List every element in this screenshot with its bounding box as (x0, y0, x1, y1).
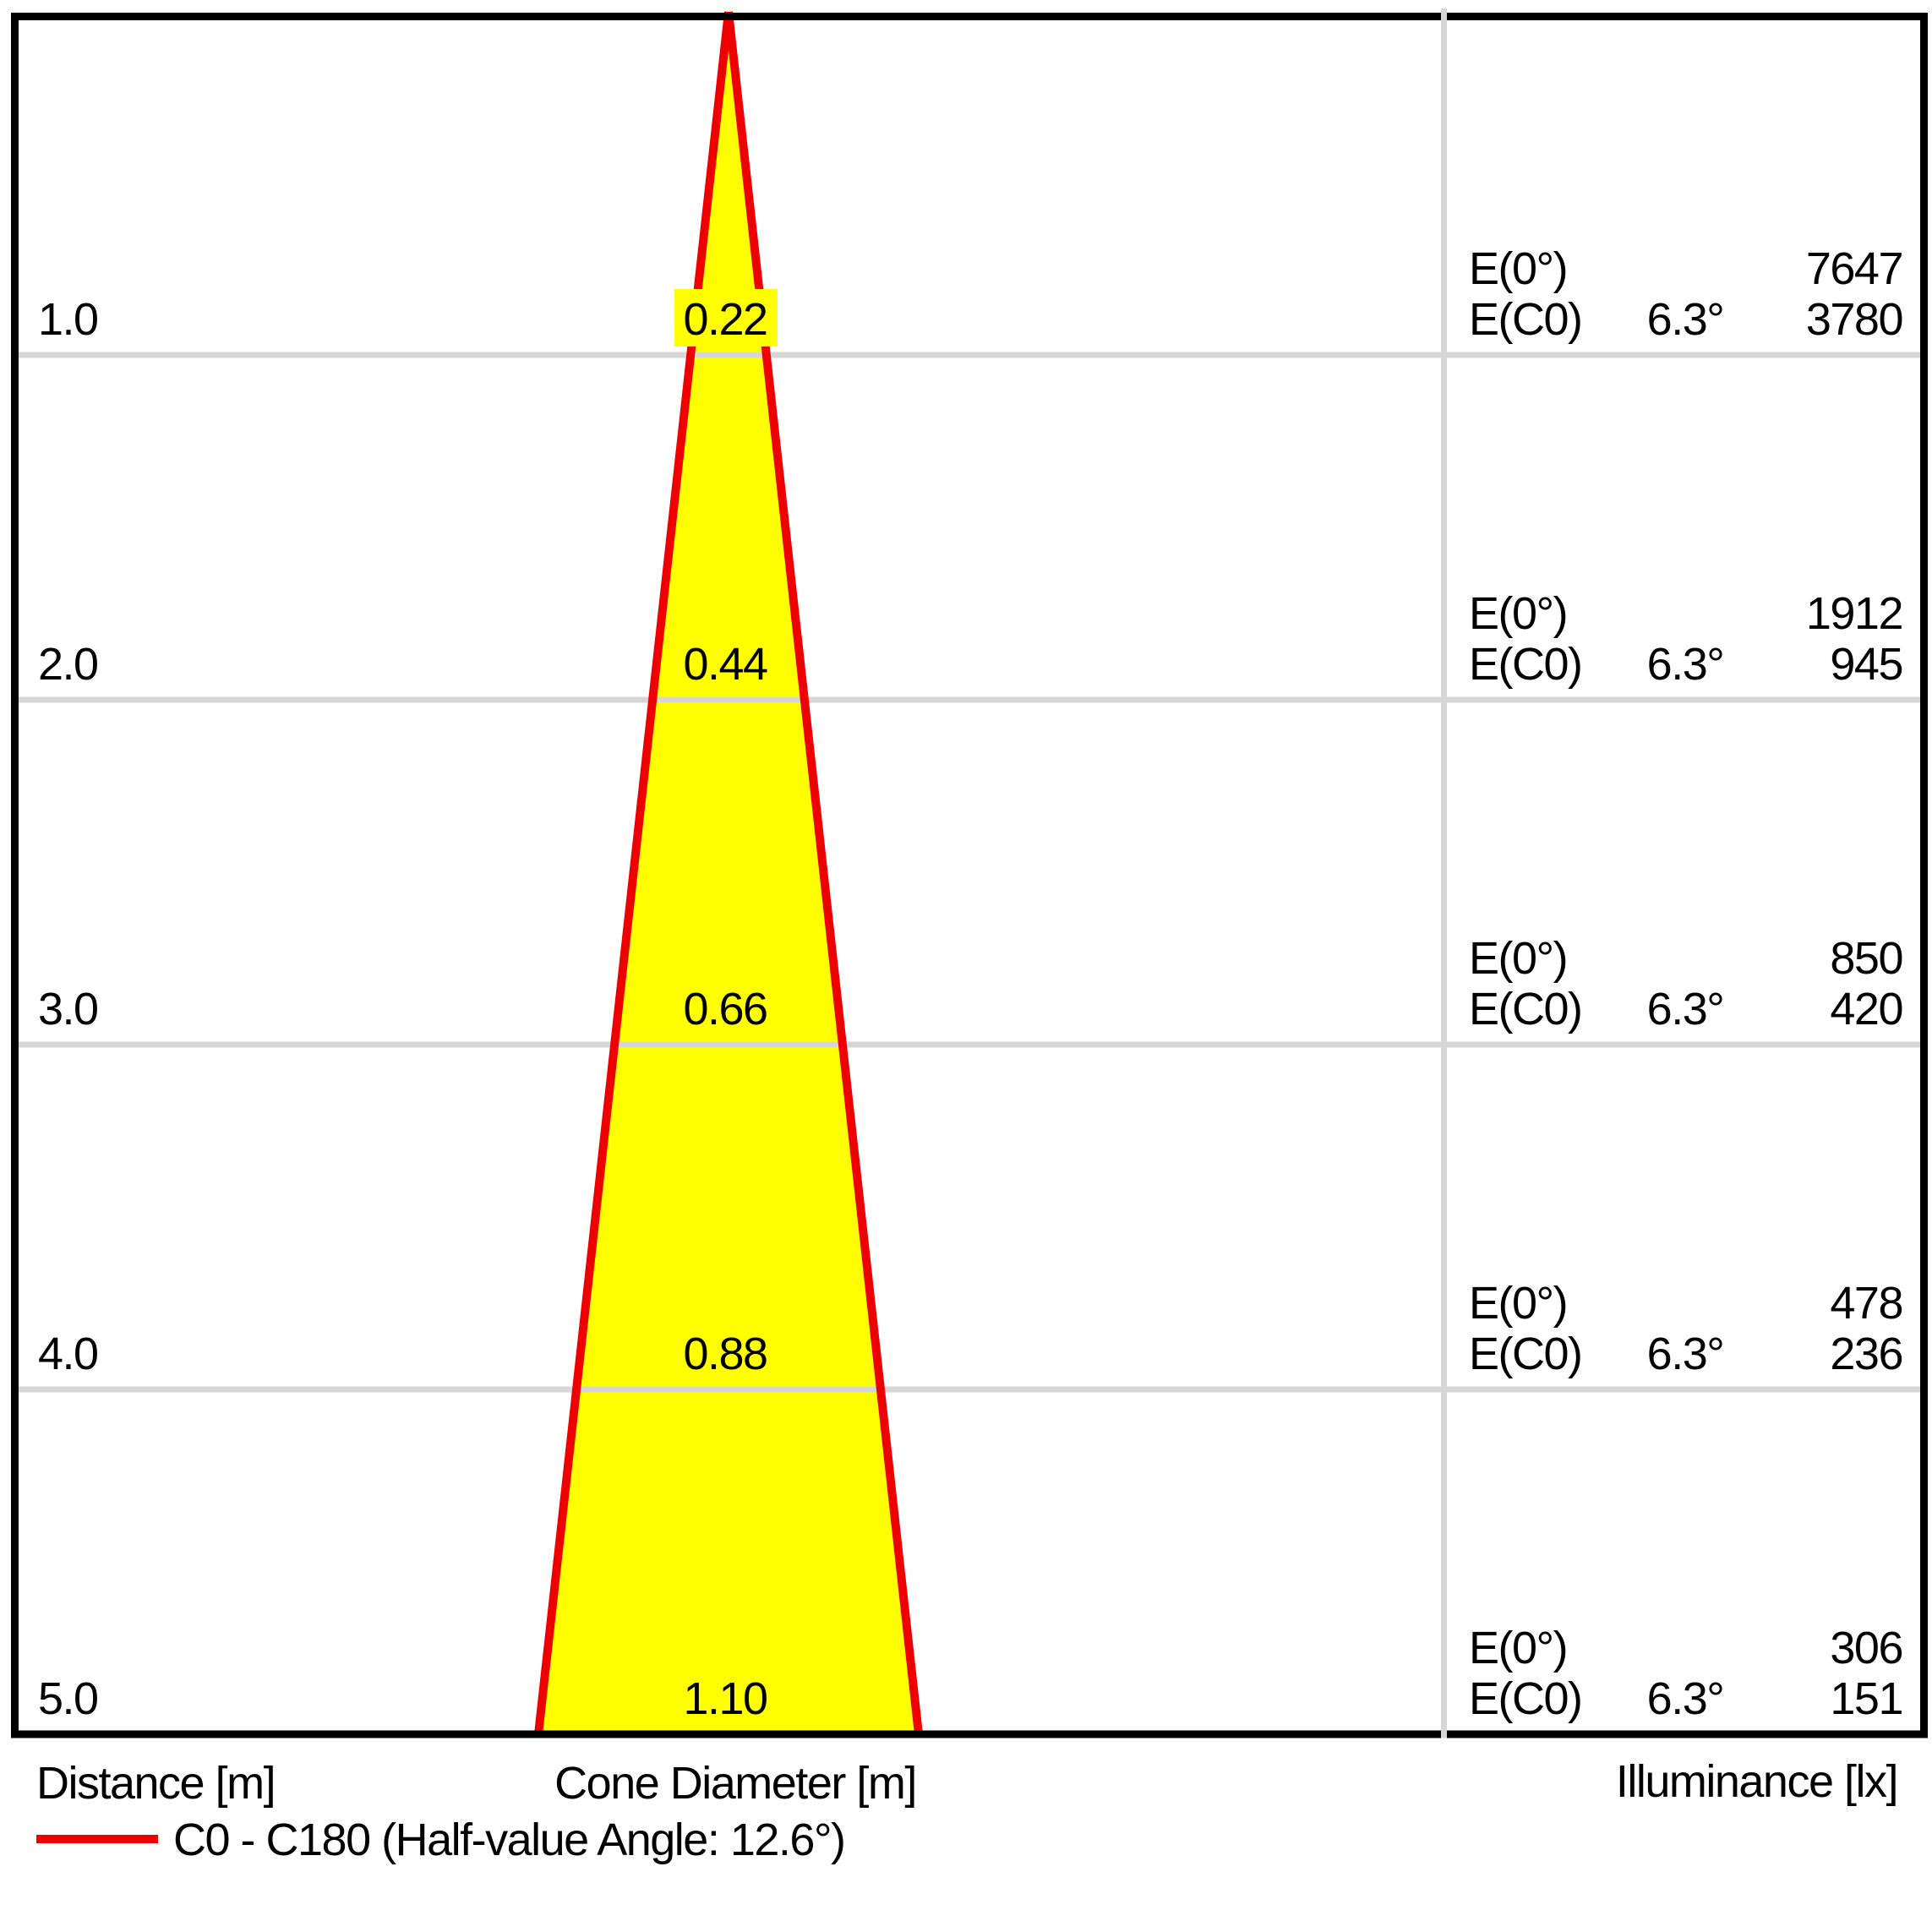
axis-label-cone-diameter: Cone Diameter [m] (554, 1758, 916, 1809)
ec0-value: 236 (1830, 1329, 1902, 1379)
distance-label: 5.0 (38, 1673, 98, 1724)
distance-label: 1.0 (38, 294, 98, 345)
cone-diameter-label: 0.44 (683, 639, 767, 690)
e0-value: 850 (1830, 933, 1902, 984)
ec0-name-label: E(C0) (1469, 1329, 1582, 1379)
legend: C0 - C180 (Half-value Angle: 12.6°) (36, 1815, 846, 1865)
light-cone-polygon (538, 12, 919, 1734)
ec0-value: 3780 (1806, 294, 1902, 345)
cone-diameter-label: 1.10 (683, 1673, 767, 1724)
ec0-name-label: E(C0) (1469, 984, 1582, 1034)
legend-label: C0 - C180 (Half-value Angle: 12.6°) (173, 1815, 845, 1865)
axis-label-distance: Distance [m] (36, 1758, 275, 1809)
distance-label: 2.0 (38, 639, 98, 690)
axis-label-illuminance: Illuminance [lx] (1616, 1756, 1897, 1807)
beam-angle-value: 6.3° (1647, 1329, 1724, 1379)
cone-diameter-label: 0.22 (683, 294, 767, 345)
ec0-name-label: E(C0) (1469, 294, 1582, 345)
e0-name-label: E(0°) (1469, 243, 1567, 294)
beam-angle-value: 6.3° (1647, 1673, 1724, 1724)
row-1m: 1.0 0.22 E(0°) 7647 E(C0) 6.3° 3780 (38, 243, 1904, 345)
e0-value: 478 (1830, 1278, 1902, 1329)
e0-name-label: E(0°) (1469, 1623, 1567, 1673)
ec0-name-label: E(C0) (1469, 639, 1582, 690)
beam-angle-value: 6.3° (1647, 639, 1724, 690)
row-5m: 5.0 1.10 E(0°) 306 E(C0) 6.3° 151 (38, 1623, 1904, 1724)
beam-angle-value: 6.3° (1647, 984, 1724, 1034)
e0-name-label: E(0°) (1469, 588, 1567, 639)
chart-border (11, 13, 1928, 1738)
e0-name-label: E(0°) (1469, 933, 1567, 984)
e0-value: 7647 (1806, 243, 1902, 294)
e0-value: 1912 (1806, 588, 1902, 639)
row-2m: 2.0 0.44 E(0°) 1912 E(C0) 6.3° 945 (38, 588, 1904, 690)
cone-label-backdrop (674, 289, 778, 347)
row-4m: 4.0 0.88 E(0°) 478 E(C0) 6.3° 236 (38, 1278, 1904, 1379)
beam-angle-value: 6.3° (1647, 294, 1724, 345)
ec0-value: 945 (1830, 639, 1902, 690)
ec0-value: 151 (1830, 1673, 1902, 1724)
cone-diameter-label: 0.66 (683, 984, 767, 1034)
e0-value: 306 (1830, 1623, 1902, 1673)
distance-label: 3.0 (38, 984, 98, 1034)
e0-name-label: E(0°) (1469, 1278, 1567, 1329)
distance-label: 4.0 (38, 1329, 98, 1379)
cone-diameter-label: 0.88 (683, 1329, 767, 1379)
ec0-name-label: E(C0) (1469, 1673, 1582, 1724)
row-3m: 3.0 0.66 E(0°) 850 E(C0) 6.3° 420 (38, 933, 1904, 1034)
ec0-value: 420 (1830, 984, 1902, 1034)
